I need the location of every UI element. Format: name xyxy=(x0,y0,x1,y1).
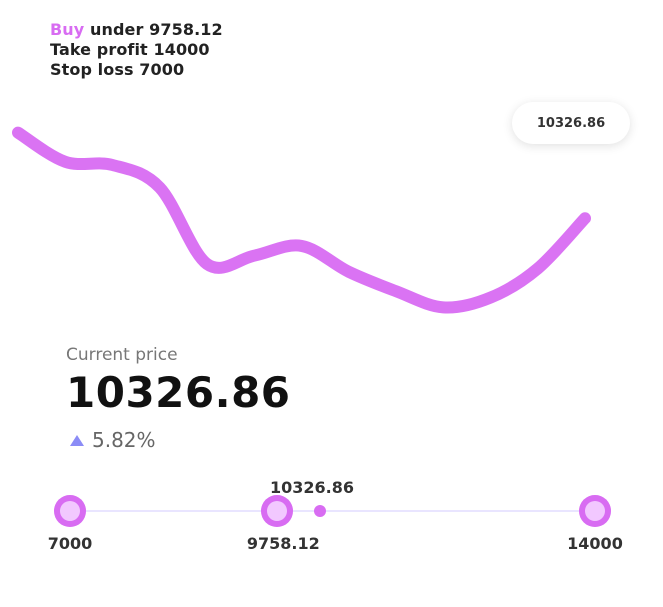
current-price-value: 10326.86 xyxy=(66,368,291,417)
up-arrow-icon xyxy=(70,434,84,446)
range-mid-label: 9758.12 xyxy=(246,534,320,553)
last-price-tooltip: 10326.86 xyxy=(512,102,630,144)
price-range: 7000 9758.12 14000 10326.86 xyxy=(0,460,663,580)
stop-loss-row: Stop loss 7000 xyxy=(50,60,185,79)
range-max-dot xyxy=(579,495,611,527)
current-price-label: Current price xyxy=(66,345,178,365)
range-mid-dot xyxy=(260,495,293,527)
range-min-dot xyxy=(54,495,86,527)
price-chart: 10326.86 xyxy=(12,102,630,314)
range-marker-label: 10326.86 xyxy=(270,478,355,497)
price-change: 5.82% xyxy=(66,428,291,452)
price-chart-svg xyxy=(12,126,591,314)
trade-signal: Buy under 9758.12 Take profit 14000 Stop… xyxy=(50,20,223,80)
buy-under-row: Buy under 9758.12 xyxy=(50,20,223,40)
current-price-marker xyxy=(313,505,326,517)
range-max-label: 14000 xyxy=(567,534,623,553)
price-line xyxy=(12,126,591,314)
buy-under-text: under 9758.12 xyxy=(90,20,223,39)
take-profit-row: Take profit 14000 xyxy=(50,40,210,59)
range-min-label: 7000 xyxy=(47,534,93,553)
range-track xyxy=(70,510,595,512)
price-change-value: 5.82% xyxy=(92,428,156,452)
current-price-block: Current price 10326.86 5.82% xyxy=(66,344,291,452)
buy-label: Buy xyxy=(50,20,85,39)
